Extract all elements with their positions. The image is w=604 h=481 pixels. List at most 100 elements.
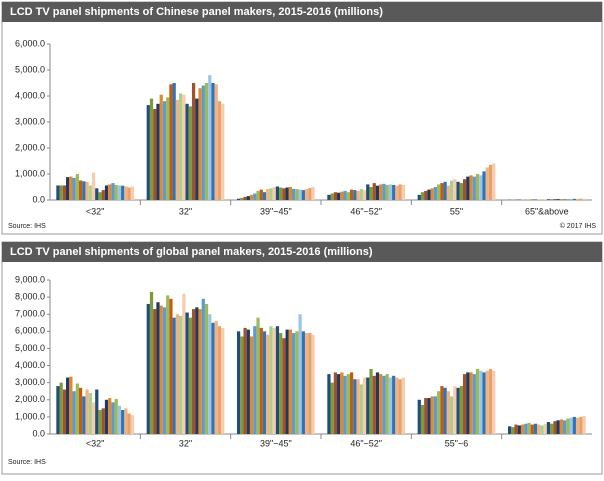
- bar: [344, 376, 347, 434]
- bar: [382, 376, 385, 434]
- bar: [156, 104, 159, 200]
- bar: [295, 189, 298, 200]
- bar: [366, 378, 369, 434]
- bar: [98, 192, 101, 200]
- bar: [569, 418, 572, 434]
- bar: [195, 99, 198, 200]
- bar: [576, 199, 579, 200]
- bar: [66, 177, 69, 200]
- bar: [279, 188, 282, 200]
- bar: [424, 191, 427, 200]
- y-tick-label: 9,000.0: [15, 274, 45, 284]
- y-tick-label: 4,000.0: [15, 360, 45, 370]
- bar: [463, 179, 466, 200]
- bar: [256, 318, 259, 434]
- bar: [182, 95, 185, 200]
- bar: [418, 400, 421, 434]
- bar: [469, 372, 472, 434]
- bar: [331, 194, 334, 201]
- bar: [173, 318, 176, 434]
- bar: [573, 199, 576, 200]
- bar: [366, 184, 369, 200]
- bar: [295, 331, 298, 434]
- bar: [369, 369, 372, 434]
- bar: [337, 374, 340, 434]
- x-tick-label: 55"~6: [445, 438, 468, 448]
- bar: [527, 199, 530, 200]
- bar: [479, 175, 482, 200]
- bar: [160, 306, 163, 434]
- bar: [460, 386, 463, 434]
- bar: [166, 295, 169, 434]
- bar: [102, 190, 105, 200]
- bar: [399, 379, 402, 434]
- bar: [247, 330, 250, 434]
- bar: [469, 175, 472, 200]
- chart-title: LCD TV panel shipments of Chinese panel …: [10, 6, 383, 18]
- bar: [208, 314, 211, 434]
- bar: [56, 185, 59, 200]
- bar: [431, 396, 434, 434]
- x-tick-label: 55": [450, 206, 463, 216]
- bar: [153, 309, 156, 434]
- bar: [347, 192, 350, 200]
- bar: [376, 372, 379, 434]
- bar: [121, 186, 124, 200]
- bar: [247, 196, 250, 200]
- bar: [399, 184, 402, 200]
- bar: [166, 97, 169, 200]
- bar: [128, 413, 131, 434]
- bar: [563, 199, 566, 200]
- bar: [85, 182, 88, 200]
- bar: [150, 292, 153, 434]
- y-tick-label: 3,000.0: [15, 116, 45, 126]
- bar: [124, 408, 127, 434]
- bar: [508, 426, 511, 434]
- bar: [205, 83, 208, 200]
- bar: [240, 198, 243, 200]
- bar: [421, 405, 424, 434]
- bar: [382, 184, 385, 200]
- bar: [434, 187, 437, 200]
- bar: [327, 195, 330, 200]
- bar: [124, 186, 127, 200]
- bar: [263, 192, 266, 200]
- bar: [440, 386, 443, 434]
- bar: [292, 333, 295, 434]
- bar: [237, 331, 240, 434]
- bar: [85, 390, 88, 434]
- y-tick-label: 6,000.0: [15, 38, 45, 48]
- bar: [208, 75, 211, 200]
- bar: [553, 421, 556, 434]
- bar: [156, 302, 159, 434]
- bar: [369, 187, 372, 200]
- bar: [492, 371, 495, 434]
- bar: [115, 185, 118, 200]
- bar: [82, 181, 85, 200]
- bar: [534, 199, 537, 200]
- x-tick-label: 32": [179, 438, 192, 448]
- bar: [302, 331, 305, 434]
- bar: [521, 425, 524, 434]
- bar: [218, 326, 221, 434]
- bar: [176, 314, 179, 434]
- y-tick-label: 2,000.0: [15, 394, 45, 404]
- bar: [243, 328, 246, 434]
- bar: [350, 372, 353, 434]
- bar: [73, 178, 76, 200]
- bar: [553, 199, 556, 200]
- x-tick-label: 65"&above: [525, 206, 569, 216]
- bar: [557, 199, 560, 200]
- bar: [447, 391, 450, 434]
- bar: [531, 425, 534, 434]
- bar: [447, 186, 450, 200]
- bar: [163, 101, 166, 200]
- bar: [389, 184, 392, 200]
- bar: [179, 93, 182, 200]
- chart-title: LCD TV panel shipments of global panel m…: [10, 246, 373, 258]
- bar: [482, 171, 485, 200]
- bar: [363, 378, 366, 434]
- bar: [111, 402, 114, 434]
- bar: [437, 184, 440, 200]
